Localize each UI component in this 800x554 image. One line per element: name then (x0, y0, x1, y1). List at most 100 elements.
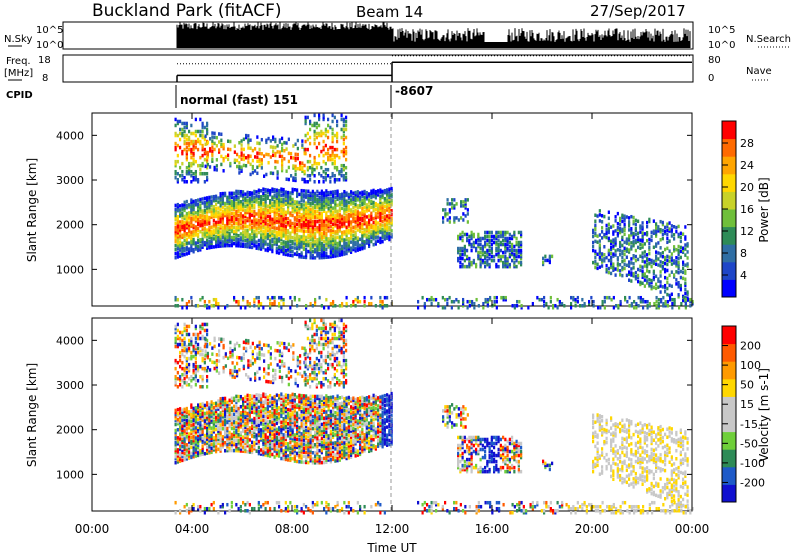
echo-cell (309, 342, 312, 347)
echo-cell (508, 252, 511, 257)
echo-cell (601, 258, 604, 262)
echo-cell (655, 262, 658, 266)
echo-cell (280, 199, 283, 203)
echo-cell (372, 236, 375, 241)
echo-cell (192, 207, 195, 212)
echo-cell (661, 236, 664, 241)
echo-cell (619, 244, 622, 249)
echo-cell (269, 203, 272, 207)
echo-cell (336, 225, 339, 230)
echo-cell (655, 258, 658, 262)
echo-cell (468, 242, 471, 247)
echo-cell (233, 199, 236, 204)
echo-cell (610, 259, 613, 264)
echo-cell (646, 299, 649, 304)
echo-cell (281, 359, 284, 364)
echo-cell (176, 370, 179, 375)
echo-cell (228, 213, 231, 218)
echo-cell (370, 195, 373, 200)
echo-cell (612, 252, 615, 256)
echo-cell (206, 222, 209, 226)
echo-cell (352, 211, 355, 216)
echo-cell (255, 194, 258, 198)
echo-cell (240, 356, 243, 360)
echo-cell (174, 336, 177, 341)
echo-cell (197, 240, 200, 245)
echo-cell (300, 239, 303, 243)
echo-cell (345, 165, 348, 170)
echo-cell (309, 362, 312, 367)
echo-cell (356, 299, 359, 304)
echo-cell (323, 219, 326, 224)
echo-cell (203, 218, 206, 223)
echo-cell (484, 297, 487, 302)
echo-cell (323, 225, 326, 230)
echo-cell (497, 242, 500, 247)
colorbar-swatch (722, 244, 736, 263)
echo-cell (192, 241, 195, 246)
echo-cell (176, 385, 179, 389)
echo-cell (634, 254, 637, 259)
echo-cell (291, 229, 294, 234)
echo-cell (244, 232, 247, 237)
echo-cell (179, 378, 182, 383)
echo-cell (336, 229, 339, 234)
echo-cell (504, 262, 507, 267)
echo-cell (648, 241, 651, 246)
echo-cell (274, 137, 277, 142)
echo-cell (614, 229, 617, 233)
echo-cell (327, 225, 330, 229)
echo-cell (504, 250, 507, 255)
echo-cell (325, 237, 328, 241)
echo-cell (287, 202, 290, 207)
echo-cell (347, 216, 350, 221)
echo-cell (457, 299, 460, 304)
echo-cell (515, 236, 518, 241)
echo-cell (266, 228, 269, 233)
echo-cell (497, 238, 500, 243)
echo-cell (298, 242, 301, 247)
echo-cell (220, 339, 223, 344)
echo-cell (265, 152, 268, 157)
echo-cell (368, 238, 371, 243)
echo-cell (486, 260, 489, 265)
echo-cell (307, 235, 310, 240)
echo-cell (461, 264, 464, 269)
echo-cell (248, 211, 251, 215)
echo-cell (253, 199, 256, 204)
echo-cell (635, 301, 638, 306)
echo-cell (515, 254, 518, 259)
echo-cell (275, 240, 278, 245)
echo-cell (363, 232, 366, 236)
echo-cell (341, 248, 344, 253)
echo-cell (668, 249, 671, 253)
echo-cell (379, 228, 382, 233)
echo-cell (199, 229, 202, 234)
echo-cell (504, 236, 507, 241)
echo-cell (220, 154, 223, 159)
echo-cell (253, 229, 256, 234)
echo-cell (381, 227, 384, 232)
echo-cell (304, 360, 307, 365)
echo-cell (336, 253, 339, 258)
echo-cell (614, 215, 617, 219)
echo-cell (211, 346, 214, 350)
echo-cell (271, 231, 274, 236)
echo-cell (181, 251, 184, 256)
echo-cell (372, 220, 375, 225)
echo-cell (677, 256, 680, 261)
echo-cell (206, 159, 209, 164)
echo-cell (251, 361, 254, 366)
echo-cell (260, 233, 263, 237)
echo-cell (329, 214, 332, 219)
echo-cell (280, 217, 283, 222)
echo-cell (190, 151, 193, 156)
echo-cell (324, 171, 327, 176)
echo-cell (457, 250, 460, 255)
echo-cell (572, 295, 575, 300)
echo-cell (174, 141, 177, 146)
echo-cell (264, 199, 267, 204)
echo-cell (453, 204, 456, 208)
echo-cell (502, 260, 505, 265)
echo-cell (372, 192, 375, 197)
